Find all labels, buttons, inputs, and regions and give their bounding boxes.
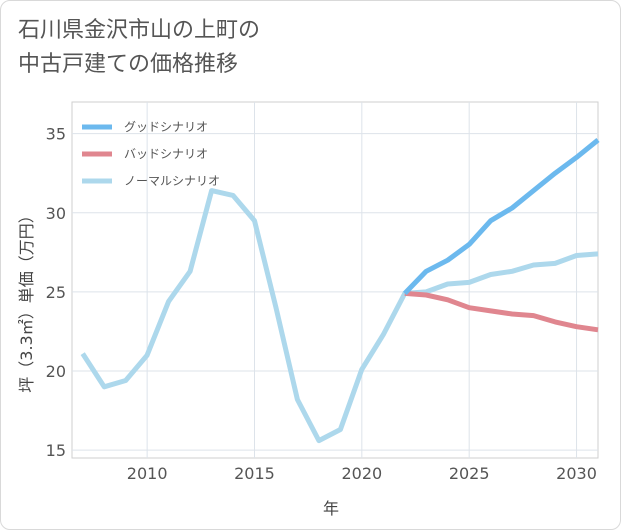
- series-line-3: [80, 188, 599, 444]
- legend-label: バッドシナリオ: [124, 147, 208, 161]
- y-tick-label: 20: [46, 362, 66, 381]
- y-tick-label: 35: [46, 125, 66, 144]
- series-layer: [80, 138, 600, 444]
- x-tick-label: 2015: [234, 464, 275, 483]
- plot-area: [71, 101, 599, 459]
- x-tick-label: 2025: [449, 464, 490, 483]
- y-tick-label: 30: [46, 204, 66, 223]
- y-tick-label: 15: [46, 441, 66, 460]
- x-tick-label: 2030: [556, 464, 597, 483]
- series-line-1: [403, 138, 600, 296]
- legend-label: グッドシナリオ: [124, 120, 208, 134]
- y-tick-label: 25: [46, 283, 66, 302]
- legend-label: ノーマルシナリオ: [124, 174, 220, 188]
- x-tick-label: 2020: [341, 464, 382, 483]
- series-line-2: [404, 290, 599, 333]
- chart-title: 石川県金沢市山の上町の 中古戸建ての価格推移: [18, 18, 261, 77]
- y-axis-title: 坪（3.3㎡）単価（万円）: [17, 207, 36, 392]
- x-tick-label: 2010: [127, 464, 168, 483]
- x-axis-title: 年: [323, 499, 339, 518]
